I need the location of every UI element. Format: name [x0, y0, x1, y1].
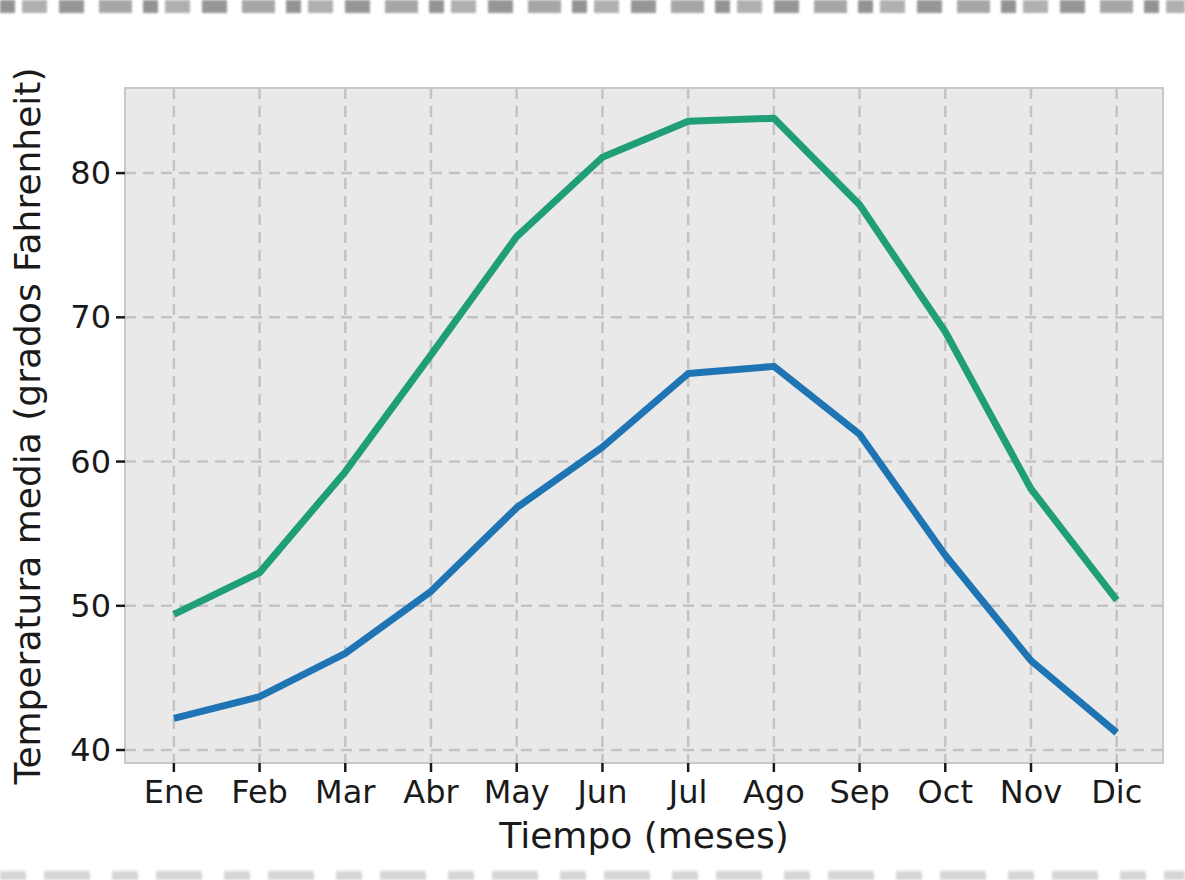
x-tick-label-Ene: Ene	[144, 773, 204, 811]
x-tick-label-Abr: Abr	[403, 773, 459, 811]
x-tick-label-Jun: Jun	[575, 773, 627, 811]
y-tick-label-40: 40	[70, 731, 111, 769]
x-tick-label-May: May	[484, 773, 550, 811]
x-tick-label-Dic: Dic	[1091, 773, 1142, 811]
x-tick-label-Jul: Jul	[667, 773, 708, 811]
y-tick-label-60: 60	[70, 443, 111, 481]
x-axis-label: Tiempo (meses)	[498, 815, 788, 856]
y-axis-label: Temperatura media (grados Fahrenheit)	[7, 68, 48, 786]
x-tick-label-Sep: Sep	[829, 773, 889, 811]
y-tick-label-70: 70	[70, 298, 111, 336]
plot-layer: Ene Feb Mar Abr May Jun Jul Ago Sep Oct Nov Dic 40 50…	[70, 88, 1163, 811]
bottom-edge-artifact	[0, 871, 1185, 880]
x-tick-label-Mar: Mar	[315, 773, 376, 811]
x-tick-label-Nov: Nov	[1000, 773, 1062, 811]
top-edge-artifact	[0, 0, 1185, 13]
plot-background	[125, 88, 1163, 763]
x-tick-label-Oct: Oct	[918, 773, 973, 811]
y-tick-label-80: 80	[70, 154, 111, 192]
x-tick-label-Feb: Feb	[231, 773, 288, 811]
temperature-line-chart: Ene Feb Mar Abr May Jun Jul Ago Sep Oct Nov Dic 40 50…	[0, 0, 1185, 880]
x-tick-label-Ago: Ago	[743, 773, 805, 811]
screenshot-root: Ene Feb Mar Abr May Jun Jul Ago Sep Oct Nov Dic 40 50…	[0, 0, 1185, 880]
y-tick-label-50: 50	[70, 587, 111, 625]
